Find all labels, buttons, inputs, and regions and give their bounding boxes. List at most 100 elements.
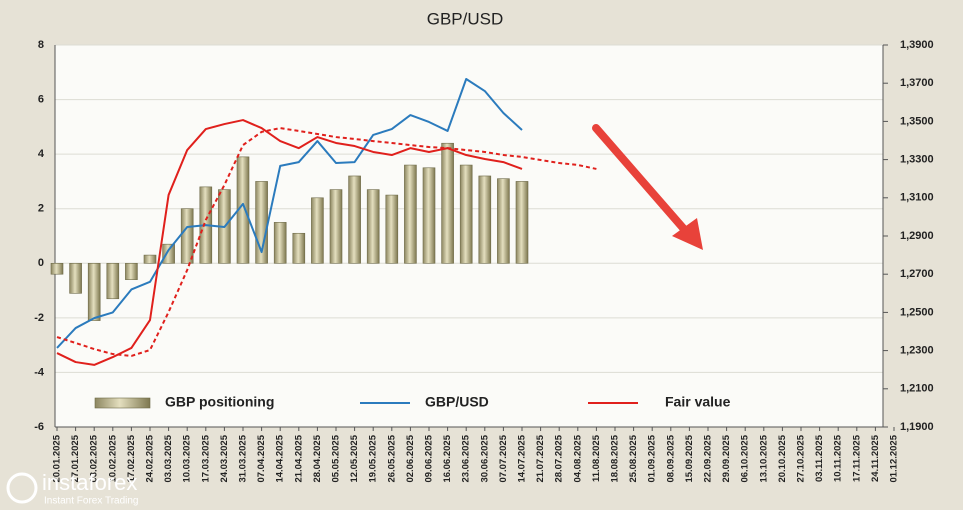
x-tick-label: 28.07.2025 [554,434,565,482]
bar [87,262,101,321]
bar [459,164,473,264]
line [56,77,523,349]
bar [273,222,287,264]
watermark-brand: instaforex [42,470,137,495]
x-tick-label: 28.04.2025 [312,434,323,482]
legend-swatch [94,397,151,409]
x-tick-label: 16.06.2025 [442,434,453,482]
bar [50,262,64,275]
x-tick-label: 07.04.2025 [256,434,267,482]
x-tick-label: 21.04.2025 [293,434,304,482]
bar [311,197,324,264]
y-tick-label: -4 [34,366,45,378]
y2-tick-label: 1,3100 [900,192,934,204]
x-tick-label: 17.11.2025 [851,434,862,482]
x-tick-label: 03.03.2025 [163,434,174,482]
bar [162,243,175,264]
x-tick-label: 15.09.2025 [684,434,695,482]
x-tick-label: 19.05.2025 [368,434,379,482]
watermark: instaforex Instant Forex Trading [6,470,139,507]
watermark-logo [6,472,38,504]
x-tick-label: 17.02.2025 [126,434,137,482]
x-tick-label: 27.01.2025 [70,434,81,482]
line [56,119,523,366]
y-tick-label: 6 [38,93,44,105]
x-tick-label: 27.10.2025 [796,434,807,482]
x-tick-label: 24.03.2025 [219,434,230,482]
y2-tick-label: 1,3300 [900,154,934,166]
x-tick-label: 24.11.2025 [870,434,881,482]
bar [292,232,306,264]
trend-arrow-head [672,218,703,250]
line [56,127,597,357]
x-tick-label: 10.11.2025 [833,434,844,482]
chart-title: GBP/USD [427,9,504,28]
x-tick-label: 18.08.2025 [610,434,621,482]
x-tick-label: 30.06.2025 [479,434,490,482]
x-tick-label: 08.09.2025 [665,434,676,482]
x-tick-label: 04.08.2025 [572,434,583,482]
x-tick-label: 06.10.2025 [740,434,751,482]
x-tick-label: 14.07.2025 [517,434,528,482]
bar [515,181,529,264]
bar [385,194,399,264]
y2-tick-label: 1,3500 [900,115,934,127]
x-tick-label: 26.05.2025 [386,434,397,482]
x-tick-label: 01.09.2025 [647,434,658,482]
x-tick-label: 20.01.2025 [52,434,63,482]
bar [497,178,510,264]
x-tick-label: 24.02.2025 [145,434,156,482]
bar [348,175,361,264]
bar [404,164,417,264]
y2-tick-label: 1,2100 [900,383,934,395]
y2-tick-label: 1,3900 [900,39,934,51]
y-tick-label: 2 [38,203,44,215]
bar [106,262,120,300]
x-tick-label: 07.07.2025 [498,434,509,482]
y-tick-label: -6 [34,421,44,433]
x-tick-label: 22.09.2025 [703,434,714,482]
x-tick-label: 01.12.2025 [889,434,900,482]
y2-tick-label: 1,2900 [900,230,934,242]
y2-tick-label: 1,2500 [900,306,934,318]
bar [180,208,194,264]
x-tick-label: 20.10.2025 [777,434,788,482]
y2-tick-label: 1,2700 [900,268,934,280]
x-tick-label: 03.11.2025 [814,434,825,482]
bar [69,262,82,294]
x-tick-label: 09.06.2025 [424,434,435,482]
x-tick-label: 17.03.2025 [200,434,211,482]
trend-arrow [592,124,694,240]
y-tick-label: 8 [38,39,44,51]
y2-tick-label: 1,2300 [900,345,934,357]
x-tick-label: 03.02.2025 [89,434,100,482]
bar [125,262,138,280]
legend-label: Fair value [665,394,731,410]
legend-label: GBP/USD [425,394,489,410]
y-tick-label: 4 [38,148,45,160]
x-tick-label: 29.09.2025 [721,434,732,482]
x-tick-label: 12.05.2025 [349,434,360,482]
y-tick-label: 0 [38,257,44,269]
bar [329,189,343,264]
bar [143,254,157,264]
x-tick-label: 10.03.2025 [182,434,193,482]
x-tick-label: 05.05.2025 [331,434,342,482]
bar [422,167,436,264]
y-tick-label: -2 [34,312,44,324]
x-tick-label: 23.06.2025 [461,434,472,482]
x-tick-label: 31.03.2025 [238,434,249,482]
bar [441,142,454,264]
y2-tick-label: 1,1900 [900,421,934,433]
x-tick-label: 21.07.2025 [535,434,546,482]
x-tick-label: 14.04.2025 [275,434,286,482]
x-tick-label: 02.06.2025 [405,434,416,482]
x-tick-label: 11.08.2025 [591,434,602,482]
x-tick-label: 13.10.2025 [758,434,769,482]
bar [478,175,492,264]
x-tick-label: 10.02.2025 [107,434,118,482]
legend-label: GBP positioning [165,394,274,410]
x-tick-label: 25.08.2025 [628,434,639,482]
